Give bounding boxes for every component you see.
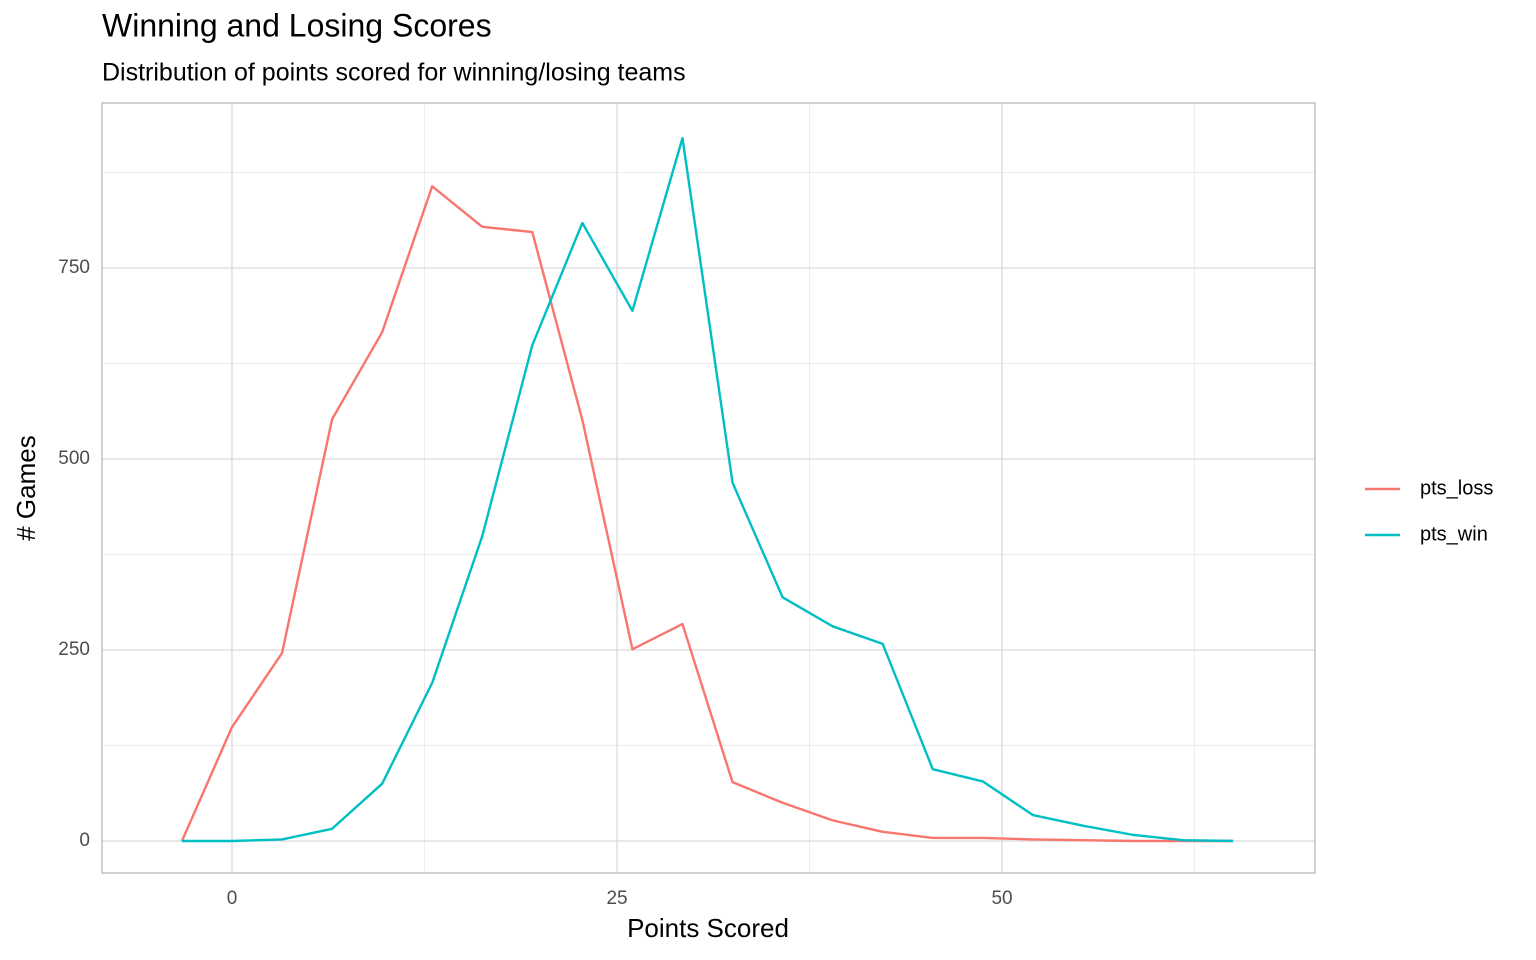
chart-subtitle: Distribution of points scored for winnin… (102, 59, 686, 87)
series-line (181, 136, 1234, 843)
y-axis-title: # Games (11, 435, 41, 541)
x-tick-label: 0 (227, 888, 238, 909)
y-tick-label: 750 (58, 257, 90, 278)
panel-border (101, 102, 1316, 874)
y-tick-label: 500 (58, 448, 90, 469)
x-tick-label: 50 (991, 888, 1012, 909)
y-tick-label: 0 (79, 830, 90, 851)
y-tick-label: 250 (58, 639, 90, 660)
legend-label: pts_loss (1420, 477, 1493, 499)
legend-label: pts_win (1420, 523, 1488, 545)
series-line (180, 185, 1234, 843)
chart-title: Winning and Losing Scores (102, 7, 492, 43)
x-axis-title: Points Scored (627, 913, 789, 943)
x-tick-label: 25 (606, 888, 627, 909)
